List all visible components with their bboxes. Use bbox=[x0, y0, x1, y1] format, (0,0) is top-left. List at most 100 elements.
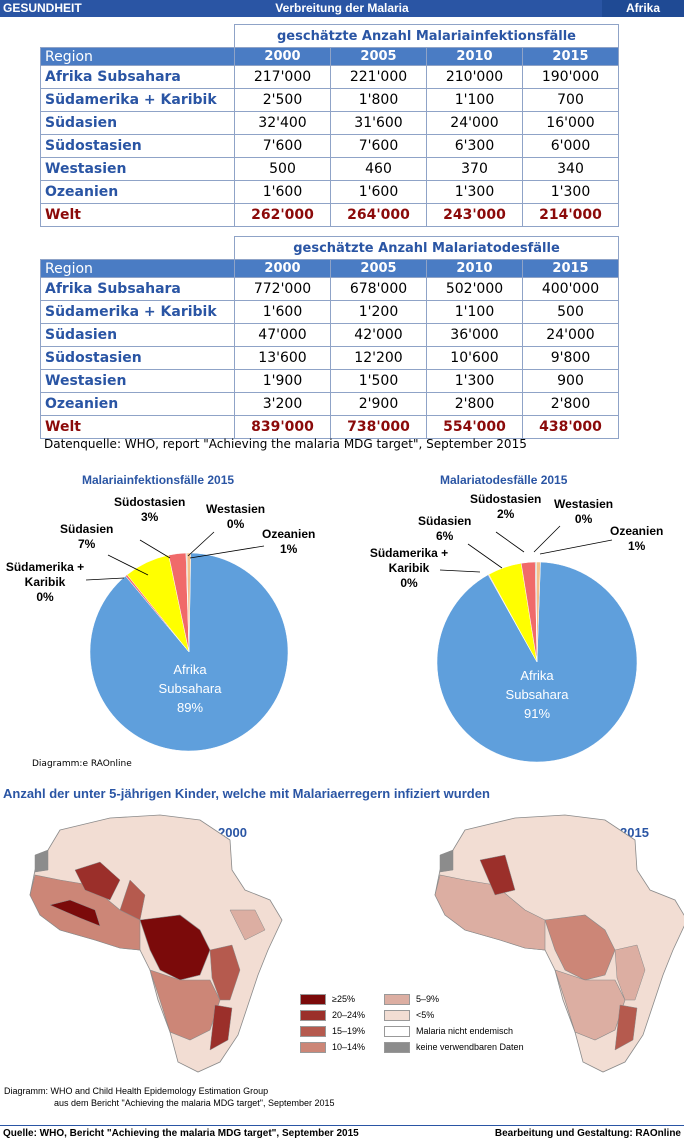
table-corner bbox=[41, 25, 235, 48]
table-cell: 3'200 bbox=[234, 392, 331, 416]
legend-swatch bbox=[384, 1026, 410, 1037]
table-cell: 32'400 bbox=[234, 111, 331, 135]
table-cell: Südasien bbox=[40, 111, 235, 135]
table-cell: 47'000 bbox=[234, 323, 331, 347]
table-cell: Afrika Subsahara bbox=[40, 65, 235, 89]
pie1-title: Malariainfektionsfälle 2015 bbox=[82, 473, 235, 487]
table-cell: Westasien bbox=[40, 157, 235, 181]
legend-swatch bbox=[384, 994, 410, 1005]
table-row: Ozeanien 3'200 2'900 2'800 2'800 bbox=[40, 392, 619, 416]
data-source: Datenquelle: WHO, report "Achieving the … bbox=[44, 437, 527, 451]
table-cell: 264'000 bbox=[330, 203, 427, 227]
pie1-label-ozeanien: Ozeanien 1% bbox=[262, 527, 316, 556]
pie2-label-westasien: Westasien 0% bbox=[554, 497, 614, 526]
table-cell: 1'100 bbox=[426, 300, 523, 324]
table-cell: Ozeanien bbox=[40, 180, 235, 204]
table-cell: 36'000 bbox=[426, 323, 523, 347]
pie1-label-afrika: Afrika Subsahara 89% bbox=[158, 662, 222, 715]
table-cell: 6'300 bbox=[426, 134, 523, 158]
table-cell: 1'200 bbox=[330, 300, 427, 324]
table-cell: 1'300 bbox=[522, 180, 619, 204]
table-cell: 2'500 bbox=[234, 88, 331, 112]
table-cell: 340 bbox=[522, 157, 619, 181]
legend-swatch bbox=[384, 1010, 410, 1021]
page-title: Verbreitung der Malaria bbox=[275, 1, 409, 15]
infections-table: geschätzte Anzahl Malariainfektionsfälle… bbox=[40, 24, 619, 227]
legend-swatch bbox=[300, 994, 326, 1005]
table-cell: 554'000 bbox=[426, 415, 523, 439]
table-title: geschätzte Anzahl Malariainfektionsfälle bbox=[234, 24, 619, 48]
table-cell: Ozeanien bbox=[40, 392, 235, 416]
table-row: Welt 262'000 264'000 243'000 214'000 bbox=[40, 203, 619, 227]
column-header: 2010 bbox=[426, 259, 523, 278]
table-cell: 500 bbox=[234, 157, 331, 181]
table-cell: 9'800 bbox=[522, 346, 619, 370]
table-row: Westasien 1'900 1'500 1'300 900 bbox=[40, 369, 619, 393]
legend-swatch bbox=[384, 1042, 410, 1053]
map-credit-1: Diagramm: WHO and Child Health Epidemolo… bbox=[4, 1086, 269, 1096]
legend-swatch bbox=[300, 1042, 326, 1053]
pie2-title: Malariatodesfälle 2015 bbox=[440, 473, 568, 487]
table-cell: 900 bbox=[522, 369, 619, 393]
table-cell: 460 bbox=[330, 157, 427, 181]
table-row: Südamerika + Karibik 1'600 1'200 1'100 500 bbox=[40, 300, 619, 324]
table-cell: 700 bbox=[522, 88, 619, 112]
table-cell: Südasien bbox=[40, 323, 235, 347]
legend-swatch bbox=[300, 1010, 326, 1021]
pie-charts bbox=[85, 525, 638, 763]
column-header: 2010 bbox=[426, 47, 523, 66]
region-label: Afrika bbox=[602, 0, 684, 17]
table-cell: 1'600 bbox=[330, 180, 427, 204]
pie2-label-ozeanien: Ozeanien 1% bbox=[610, 524, 664, 553]
legend-label: Malaria nicht endemisch bbox=[416, 1026, 514, 1036]
table-cell: 210'000 bbox=[426, 65, 523, 89]
table-cell: 190'000 bbox=[522, 65, 619, 89]
table-cell: 214'000 bbox=[522, 203, 619, 227]
table-cell: 502'000 bbox=[426, 277, 523, 301]
table-row: Ozeanien 1'600 1'600 1'300 1'300 bbox=[40, 180, 619, 204]
header-bar: Verbreitung der Malaria GESUNDHEIT Afrik… bbox=[0, 0, 684, 17]
table-cell: 7'600 bbox=[234, 134, 331, 158]
table-cell: 13'600 bbox=[234, 346, 331, 370]
leader-line bbox=[467, 543, 503, 569]
table-cell: Westasien bbox=[40, 369, 235, 393]
table-cell: 243'000 bbox=[426, 203, 523, 227]
table-row: Südostasien 7'600 7'600 6'300 6'000 bbox=[40, 134, 619, 158]
table-cell: Welt bbox=[40, 203, 235, 227]
table-row: Südasien 32'400 31'600 24'000 16'000 bbox=[40, 111, 619, 135]
pie-credit: Diagramm:e RAOnline bbox=[32, 759, 132, 769]
legend-label: keine verwendbaren Daten bbox=[416, 1042, 524, 1052]
table-cell: 7'600 bbox=[330, 134, 427, 158]
table-row: Südostasien 13'600 12'200 10'600 9'800 bbox=[40, 346, 619, 370]
leader-line bbox=[539, 539, 613, 555]
table-cell: 24'000 bbox=[426, 111, 523, 135]
map-credit-2: aus dem Bericht "Achieving the malaria M… bbox=[54, 1098, 335, 1108]
table-cell: Südostasien bbox=[40, 346, 235, 370]
table-cell: 1'500 bbox=[330, 369, 427, 393]
pie1-label-suedasien: Südasien 7% bbox=[60, 522, 114, 551]
table-cell: 6'000 bbox=[522, 134, 619, 158]
table-cell: 16'000 bbox=[522, 111, 619, 135]
leader-line bbox=[439, 569, 481, 573]
table-cell: 438'000 bbox=[522, 415, 619, 439]
africa-maps bbox=[29, 814, 684, 1073]
table-cell: 1'900 bbox=[234, 369, 331, 393]
legend-label: ≥25% bbox=[332, 994, 355, 1004]
table-cell: 2'800 bbox=[426, 392, 523, 416]
table-cell: 217'000 bbox=[234, 65, 331, 89]
column-header: 2015 bbox=[522, 47, 619, 66]
pie1-label-suedamerika: Südamerika + Karibik 0% bbox=[5, 560, 85, 604]
leader-line bbox=[495, 531, 525, 553]
legend-label: <5% bbox=[416, 1010, 435, 1020]
leader-line bbox=[107, 554, 149, 576]
leader-line bbox=[139, 539, 171, 559]
column-header: 2015 bbox=[522, 259, 619, 278]
map-2015 bbox=[434, 814, 684, 1073]
table-cell: 1'800 bbox=[330, 88, 427, 112]
legend-label: 20–24% bbox=[332, 1010, 366, 1020]
table-corner bbox=[41, 237, 235, 260]
table-cell: 31'600 bbox=[330, 111, 427, 135]
table-cell: Welt bbox=[40, 415, 235, 439]
table-cell: 1'100 bbox=[426, 88, 523, 112]
table-cell: 24'000 bbox=[522, 323, 619, 347]
